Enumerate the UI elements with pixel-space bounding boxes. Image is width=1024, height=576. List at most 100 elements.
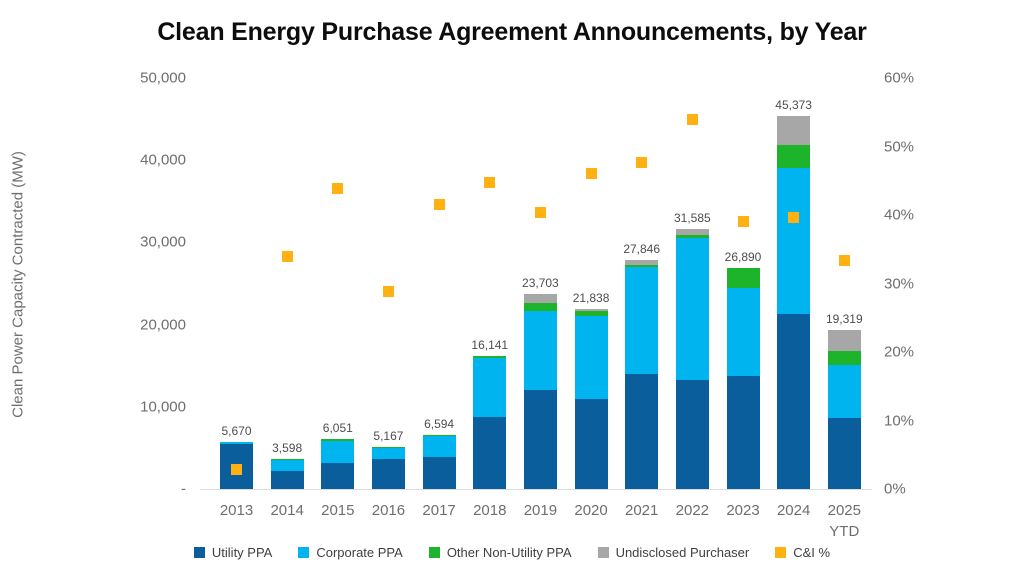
bar-segment <box>422 435 456 457</box>
x-axis-tick-label: 2024 <box>776 502 811 519</box>
y-axis-left-tick-label: 40,000 <box>140 151 186 169</box>
ci-percent-marker <box>382 285 394 297</box>
bar-segment <box>473 356 507 359</box>
bar-segment <box>625 264 659 268</box>
bar-segment <box>422 434 456 436</box>
x-axis-tick-label: 2018 <box>473 502 507 519</box>
bar-segment <box>777 167 811 314</box>
bar-segment <box>777 313 811 489</box>
ci-percent-marker <box>636 157 648 169</box>
legend-item: Other Non-Utility PPA <box>428 545 572 560</box>
x-axis-tick-label: 2021 <box>625 502 659 519</box>
ci-percent-marker <box>534 207 546 219</box>
ci-percent-marker <box>484 176 496 188</box>
ci-percent-marker <box>332 183 344 195</box>
ci-percent-marker <box>433 199 445 211</box>
bar-total-label: 31,585 <box>673 211 711 226</box>
y-axis-left-tick-label: 20,000 <box>140 316 186 334</box>
legend-swatch-icon <box>597 547 609 558</box>
bar-segment <box>321 462 355 489</box>
x-axis-tick-label: 2017 <box>422 502 456 519</box>
x-axis-tick-label: 2013 <box>219 502 254 519</box>
legend-label: Utility PPA <box>211 545 273 560</box>
bar-segment <box>726 375 760 489</box>
bar-total-label: 21,838 <box>572 291 610 306</box>
legend-item: C&I % <box>775 545 830 560</box>
bar-segment <box>574 316 608 399</box>
bar-total-label: 5,167 <box>373 428 404 443</box>
y-axis-left-tick-label: 50,000 <box>140 69 186 87</box>
bar-segment <box>827 350 861 365</box>
bar-segment <box>523 389 557 489</box>
bar-segment <box>473 358 507 417</box>
bar-segment <box>726 288 760 376</box>
y-axis-right-tick-label: 0% <box>884 480 906 498</box>
x-axis-line <box>200 489 872 490</box>
bar-segment <box>675 229 709 236</box>
ci-percent-marker <box>737 216 749 228</box>
bar-total-label: 3,598 <box>272 441 303 456</box>
bar-segment <box>675 238 709 381</box>
bar-segment <box>625 260 659 265</box>
legend-swatch-icon <box>428 547 440 558</box>
bar-segment <box>473 416 507 489</box>
x-axis-tick-label: 2020 <box>574 502 608 519</box>
legend-item: Undisclosed Purchaser <box>597 545 750 560</box>
bar-segment <box>270 470 304 489</box>
bar-segment <box>321 440 355 463</box>
y-axis-left-tick-label: - <box>181 480 186 498</box>
bar-segment <box>523 311 557 390</box>
bar-total-label: 6,051 <box>322 421 353 436</box>
y-axis-right-tick-label: 60% <box>884 69 915 87</box>
bar-segment <box>574 398 608 489</box>
bar-segment <box>625 373 659 489</box>
ci-percent-marker <box>585 167 597 179</box>
bar-segment <box>523 294 557 304</box>
y-axis-right-tick-label: 40% <box>884 206 915 224</box>
y-axis-title: Clean Power Capacity Contracted (MW) <box>9 151 27 418</box>
ci-percent-marker <box>788 211 800 223</box>
legend-label: Undisclosed Purchaser <box>615 545 750 560</box>
x-axis-tick-label: 2025 YTD <box>827 502 861 540</box>
bar-segment <box>422 456 456 489</box>
bar-total-label: 19,319 <box>825 312 863 327</box>
legend-swatch-icon <box>193 547 205 558</box>
bar-segment <box>523 303 557 312</box>
legend-item: Utility PPA <box>193 545 273 560</box>
x-axis-tick-label: 2019 <box>523 502 558 519</box>
ci-percent-marker <box>686 114 698 126</box>
bar-segment <box>777 116 811 146</box>
chart-title: Clean Energy Purchase Agreement Announce… <box>157 18 867 46</box>
legend-swatch-icon <box>298 547 310 558</box>
legend-swatch-icon <box>775 547 787 558</box>
bar-segment <box>827 418 861 489</box>
bar-segment <box>270 460 304 471</box>
bar-total-label: 16,141 <box>471 338 509 353</box>
x-axis-tick-label: 2023 <box>726 502 760 519</box>
bar-total-label: 5,670 <box>221 424 252 439</box>
bar-total-label: 26,890 <box>724 249 762 264</box>
x-axis-tick-label: 2022 <box>675 502 710 519</box>
x-axis-tick-label: 2015 <box>321 502 355 519</box>
chart-legend: Utility PPA Corporate PPA Other Non-Utilit… <box>0 545 1024 560</box>
bar-segment <box>675 380 709 489</box>
legend-label: Corporate PPA <box>316 545 403 560</box>
bar-segment <box>827 364 861 419</box>
bar-segment <box>726 267 760 289</box>
legend-item: Corporate PPA <box>298 545 403 560</box>
ci-percent-marker <box>838 254 850 266</box>
bar-segment <box>574 311 608 317</box>
bar-segment <box>777 145 811 168</box>
y-axis-right-tick-label: 10% <box>884 412 915 429</box>
y-axis-left-tick-label: 10,000 <box>140 398 186 416</box>
bar-segment <box>371 447 405 460</box>
bar-total-label: 45,373 <box>775 98 812 113</box>
bar-segment <box>220 442 253 444</box>
bar-segment <box>625 267 659 374</box>
y-axis-right-tick-label: 30% <box>884 275 915 292</box>
y-axis-right-tick-label: 50% <box>884 138 915 155</box>
bar-total-label: 27,846 <box>623 242 661 257</box>
bar-segment <box>827 330 861 351</box>
bar-segment <box>574 309 608 312</box>
